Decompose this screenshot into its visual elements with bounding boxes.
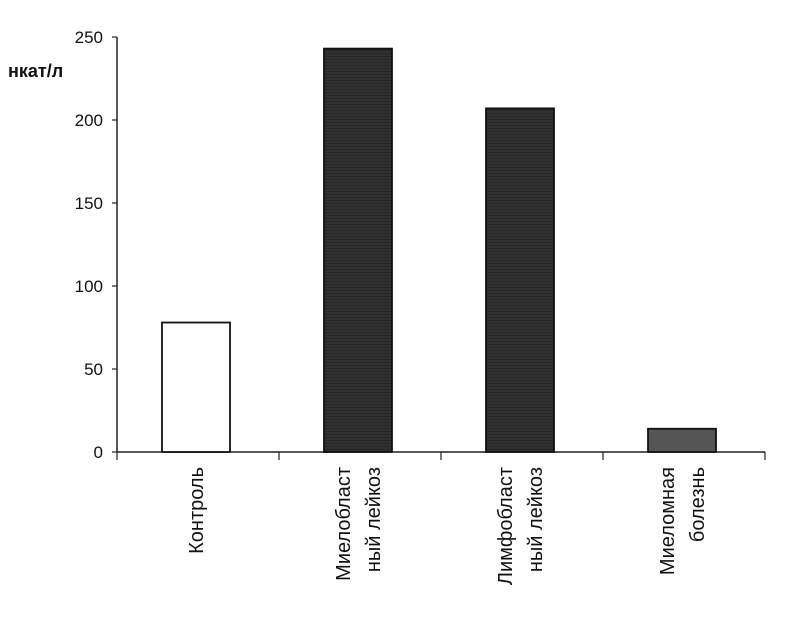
- y-tick-label: 250: [75, 28, 103, 47]
- bar-2: [323, 47, 393, 453]
- y-tick-label: 0: [94, 443, 103, 462]
- y-axis-label: нкат/л: [8, 61, 63, 81]
- x-category-label: Лимфобласт: [495, 467, 517, 585]
- x-category-label: ный лейкоз: [525, 467, 547, 572]
- bar-4: [647, 427, 717, 453]
- x-category-label: болезнь: [687, 467, 709, 542]
- bar-3: [485, 107, 555, 453]
- x-category-label: Миелобласт: [333, 467, 355, 581]
- x-category-label: ный лейкоз: [363, 467, 385, 572]
- y-tick-label: 100: [75, 277, 103, 296]
- x-category-label: Контроль: [186, 467, 208, 554]
- x-category-label: Миеломная: [657, 467, 679, 575]
- y-tick-label: 200: [75, 111, 103, 130]
- y-tick-label: 150: [75, 194, 103, 213]
- y-tick-label: 50: [84, 360, 103, 379]
- bar-1: [161, 321, 231, 453]
